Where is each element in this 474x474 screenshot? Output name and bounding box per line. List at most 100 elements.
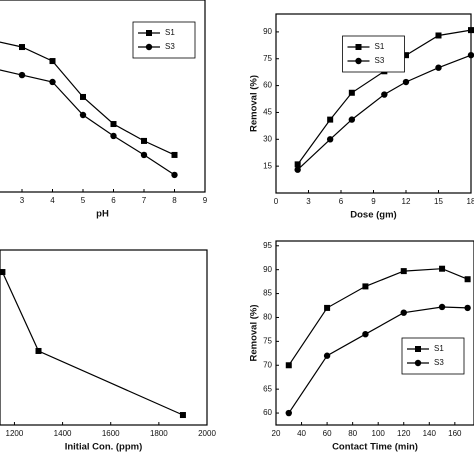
legend-marker [355,57,362,65]
x-tick-label: 2000 [198,429,216,438]
marker [294,166,301,173]
legend-marker [355,44,362,50]
series-line [1,271,184,416]
legend-box [342,35,405,73]
marker [464,276,471,283]
marker [327,116,334,123]
marker [49,78,56,86]
marker [179,412,186,419]
x-tick-label: 6 [111,196,116,205]
y-tick-label: 15 [263,161,272,170]
legend-label: S1 [434,344,444,353]
marker [464,304,471,312]
x-tick-label: 7 [142,196,147,205]
plot-frame [0,249,208,426]
x-axis-label: Contact Time (min) [332,442,418,453]
marker [19,44,25,51]
legend-label: S3 [375,56,385,65]
y-tick-label: 45 [263,108,272,117]
x-tick-label: 20 [272,429,281,438]
marker [400,268,407,275]
marker [435,64,442,71]
marker [171,151,178,158]
legend-marker [415,346,421,352]
legend-label: S3 [434,358,444,367]
series-line [288,268,468,366]
marker [362,330,369,338]
x-tick-label: 0 [274,197,279,206]
x-tick-label: 12 [402,197,411,206]
y-tick-label: 85 [263,289,272,298]
marker [294,161,301,168]
series-line [0,69,175,176]
x-tick-label: 8 [172,196,177,205]
y-tick-label: 70 [263,360,272,369]
y-tick-label: 30 [263,134,272,143]
marker [439,265,446,272]
y-tick-label: 90 [263,27,272,36]
marker [435,32,442,39]
marker [0,269,6,276]
y-tick-label: 90 [263,265,272,274]
x-tick-label: 60 [323,429,332,438]
y-tick-label: 80 [263,313,272,322]
x-tick-label: 18 [467,197,474,206]
x-tick-label: 120 [397,429,411,438]
y-tick-label: 65 [263,384,272,393]
marker [467,51,474,59]
x-tick-label: 1800 [150,429,168,438]
marker [348,116,356,123]
marker [468,27,474,34]
legend-marker [145,43,153,51]
x-tick-label: 15 [434,197,443,206]
marker [438,303,446,311]
y-tick-label: 95 [263,241,272,250]
x-tick-label: 140 [423,429,437,438]
legend-marker [414,359,422,367]
x-axis-label: Dose (gm) [350,210,396,221]
legend-label: S1 [165,28,175,37]
marker [171,171,178,179]
marker [381,91,388,98]
legend-box [132,21,196,59]
x-tick-label: 80 [348,429,357,438]
marker [110,121,117,128]
series-line [288,306,468,414]
y-tick-label: 60 [263,81,272,90]
marker [49,58,56,65]
marker [400,309,407,316]
marker [285,362,292,369]
y-axis-label: Removal (%) [249,75,260,132]
marker [323,352,331,359]
marker [362,283,369,290]
marker [402,78,410,86]
x-tick-label: 4 [50,196,55,205]
x-tick-label: 9 [203,196,208,205]
x-tick-label: 3 [20,196,25,205]
legend-label: S3 [165,42,175,51]
y-tick-label: 75 [263,54,272,63]
marker [324,304,331,311]
x-tick-label: 100 [372,429,386,438]
marker [141,137,147,144]
marker [348,89,355,96]
x-axis-label: Initial Con. (ppm) [65,442,143,453]
x-tick-label: 5 [81,196,86,205]
marker [403,52,409,59]
marker [79,111,87,119]
x-tick-label: 6 [339,197,344,206]
y-axis-label: Removal (%) [249,304,260,361]
marker [326,136,334,143]
y-tick-label: 60 [263,408,272,417]
legend-label: S1 [375,42,385,51]
x-tick-label: 3 [306,197,311,206]
legend-marker [146,30,152,36]
x-tick-label: 1400 [54,429,72,438]
x-tick-label: 1200 [6,429,24,438]
marker [110,132,117,140]
plot-frame [275,240,474,426]
marker [18,71,26,79]
x-tick-label: 9 [371,197,376,206]
